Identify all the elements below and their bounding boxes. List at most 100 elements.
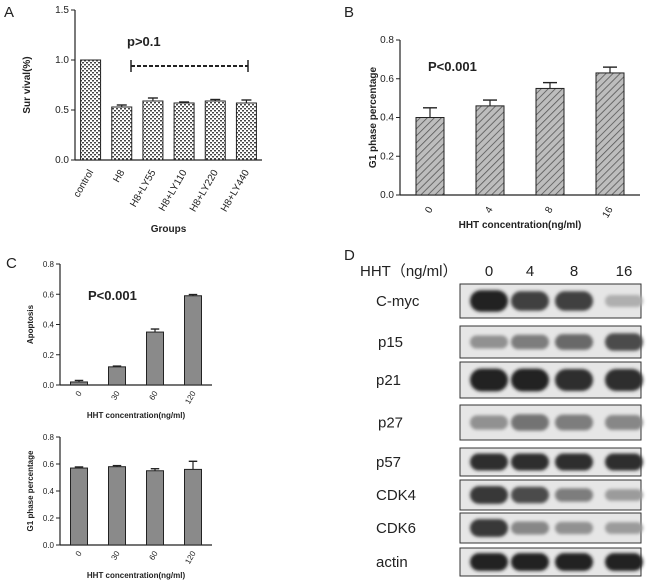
lane-label-8: 8: [570, 263, 578, 280]
x-tick-label: H8+LY55: [128, 168, 158, 210]
bar-H8: [111, 106, 133, 161]
y-tick-label: 1.0: [55, 55, 69, 66]
y-tick-label: 0.8: [43, 260, 55, 269]
blot-header-label: HHT（ng/ml）: [360, 263, 458, 280]
y-tick-label: 0.2: [380, 151, 394, 162]
panel-letter-a: A: [4, 4, 14, 21]
bar-control: [80, 59, 102, 161]
blot-band-16: [605, 453, 643, 471]
x-tick-label: 30: [109, 549, 122, 562]
blot-band-0: [470, 519, 508, 537]
y-tick-label: 0.0: [43, 541, 55, 550]
blot-band-0: [470, 290, 508, 312]
blot-band-0: [470, 368, 508, 392]
y-tick-label: 0.0: [380, 190, 394, 201]
protein-label: p15: [378, 334, 403, 351]
y-axis-label: Apoptosis: [26, 304, 35, 344]
blot-band-4: [511, 553, 549, 571]
bar-16: [595, 72, 625, 196]
y-tick-label: 0.2: [43, 514, 55, 523]
stat-annotation: p>0.1: [127, 34, 161, 49]
lane-label-4: 4: [526, 263, 534, 280]
blot-band-0: [470, 486, 508, 504]
y-tick-label: 0.4: [43, 487, 55, 496]
blot-band-8: [555, 291, 593, 311]
lane-label-16: 16: [616, 263, 633, 280]
bar-30: [108, 366, 126, 386]
blot-row-actin: actin: [376, 547, 643, 577]
x-tick-label: 4: [483, 205, 496, 216]
blot-band-4: [511, 486, 549, 504]
panel-letter-b: B: [344, 4, 354, 21]
blot-band-16: [605, 489, 643, 501]
y-tick-label: 0.6: [43, 290, 55, 299]
y-tick-label: 0.0: [55, 155, 69, 166]
panel-letter-c: C: [6, 255, 17, 272]
y-tick-label: 0.5: [55, 105, 69, 116]
bar-8: [535, 87, 565, 196]
blot-band-0: [470, 553, 508, 571]
x-tick-label: 30: [109, 389, 122, 402]
chart-panel-b: 0.0 0.2 0.4 0.6 0.8 0 4 8 16 HHT concentration(ng…: [368, 35, 640, 231]
y-tick-label: 0.6: [380, 74, 394, 85]
bar-0: [70, 381, 88, 386]
y-tick-label: 1.5: [55, 5, 69, 16]
bar-0: [70, 467, 88, 546]
x-tick-label: 0: [74, 549, 84, 558]
x-tick-label: control: [72, 168, 97, 199]
y-tick-label: 0.4: [43, 321, 55, 330]
x-tick-label: H8+LY440: [219, 168, 252, 214]
bar-120: [184, 295, 202, 386]
blot-row-cdk4: CDK4: [376, 479, 643, 511]
x-tick-label: 0: [423, 205, 436, 216]
x-tick-label: 0: [74, 389, 84, 398]
blot-band-8: [555, 453, 593, 471]
blot-band-16: [605, 369, 643, 391]
chart-panel-c-g1: 0.0 0.2 0.4 0.6 0.8 0 30 60 120 HHT concentration…: [26, 433, 212, 580]
protein-label: p27: [378, 415, 403, 432]
blot-band-8: [555, 414, 593, 431]
x-axis-label: HHT concentration(ng/ml): [459, 220, 582, 231]
blot-band-0: [470, 335, 508, 349]
x-tick-label: 60: [147, 389, 160, 402]
protein-label: CDK4: [376, 487, 416, 504]
blot-band-8: [555, 521, 593, 535]
stat-annotation: P<0.001: [88, 288, 137, 303]
blot-row-p21: p21: [376, 361, 643, 399]
bar-0: [415, 117, 445, 196]
blot-band-8: [555, 553, 593, 571]
bar-H8+LY55: [142, 100, 164, 161]
western-blot-panel: HHT（ng/ml） 0 4 8 16 C-myc p15 p21 p27 p57 CDK4 CDK…: [360, 263, 643, 577]
blot-band-16: [605, 414, 643, 431]
y-tick-label: 0.8: [43, 433, 55, 442]
y-tick-label: 0.2: [43, 351, 55, 360]
bar-4: [475, 105, 505, 196]
y-tick-label: 0.8: [380, 35, 394, 46]
x-tick-label: 60: [147, 549, 160, 562]
protein-label: C-myc: [376, 293, 420, 310]
x-tick-label: 8: [543, 205, 556, 216]
blot-band-4: [511, 521, 549, 535]
x-tick-label: 120: [183, 549, 198, 566]
blot-band-8: [555, 369, 593, 391]
protein-label: actin: [376, 554, 408, 571]
blot-band-4: [511, 368, 549, 392]
x-axis-label: HHT concentration(ng/ml): [87, 571, 186, 580]
blot-row-p57: p57: [376, 447, 643, 477]
blot-band-16: [605, 522, 643, 534]
blot-band-4: [511, 291, 549, 311]
blot-band-16: [605, 295, 643, 307]
chart-panel-c-apoptosis: 0.0 0.2 0.4 0.6 0.8 0 30 60 120 HHT concentration…: [26, 260, 212, 420]
bar-120: [184, 468, 202, 546]
stat-annotation: P<0.001: [428, 59, 477, 74]
x-tick-label: H8+LY110: [157, 168, 190, 214]
y-tick-label: 0.4: [380, 113, 394, 124]
bar-H8+LY110: [173, 102, 195, 161]
x-axis-label: HHT concentration(ng/ml): [87, 411, 186, 420]
blot-row-p15: p15: [378, 325, 643, 359]
blot-band-8: [555, 488, 593, 502]
y-axis-label: G1 phase percentage: [368, 66, 379, 168]
blot-band-4: [511, 453, 549, 471]
blot-row-c-myc: C-myc: [376, 283, 643, 319]
